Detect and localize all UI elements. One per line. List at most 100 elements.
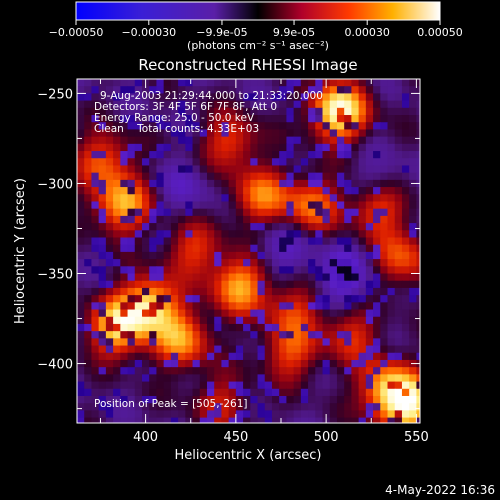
heatmap-cell [394, 201, 403, 210]
heatmap-cell [170, 367, 179, 375]
heatmap-cell [221, 323, 230, 332]
heatmap-cell [98, 129, 107, 138]
heatmap-cell [286, 410, 295, 419]
heatmap-cell [416, 208, 420, 217]
heatmap-cell [199, 237, 208, 246]
heatmap-cell [206, 251, 215, 260]
heatmap-cell [257, 381, 266, 390]
heatmap-cell [315, 208, 324, 217]
heatmap-cell [257, 388, 266, 397]
heatmap-cell [221, 151, 230, 159]
heatmap-cell [156, 352, 165, 361]
heatmap-cell [98, 151, 107, 159]
heatmap-cell [264, 259, 273, 267]
heatmap-cell [113, 237, 121, 246]
heatmap-cell [185, 172, 194, 181]
heatmap-cell [322, 359, 331, 368]
heatmap-cell [192, 331, 201, 339]
heatmap-cell [336, 93, 345, 102]
heatmap-cell [300, 323, 309, 332]
heatmap-cell [163, 345, 172, 354]
heatmap-cell [84, 187, 93, 195]
heatmap-cell [365, 165, 374, 174]
y-tick-label: −300 [37, 177, 73, 192]
heatmap-cell [373, 345, 381, 354]
heatmap-cell [120, 287, 129, 296]
heatmap-cell [113, 79, 121, 87]
heatmap-cell [178, 280, 186, 289]
heatmap-cell [214, 266, 223, 275]
heatmap-cell [300, 244, 309, 253]
heatmap-cell [228, 410, 237, 419]
heatmap-cell [286, 107, 295, 116]
heatmap-cell [199, 172, 208, 181]
heatmap-cell [315, 115, 324, 123]
heatmap-cell [120, 86, 129, 94]
heatmap-cell [192, 410, 201, 419]
heatmap-cell [170, 323, 179, 332]
heatmap-cell [105, 309, 114, 318]
heatmap-cell [401, 86, 410, 94]
heatmap-cell [243, 302, 251, 311]
heatmap-cell [127, 151, 136, 159]
heatmap-cell [286, 79, 295, 87]
heatmap-cell [156, 273, 165, 282]
heatmap-cell [409, 273, 417, 282]
heatmap-cell [77, 244, 85, 253]
heatmap-cell [235, 86, 244, 94]
heatmap-cell [329, 381, 338, 390]
heatmap-cell [134, 151, 143, 159]
heatmap-cell [394, 151, 403, 159]
heatmap-cell [293, 158, 302, 167]
heatmap-cell [424, 403, 432, 411]
heatmap-cell [365, 410, 374, 419]
heatmap-cell [308, 302, 316, 311]
heatmap-cell [279, 172, 288, 181]
heatmap-cell [264, 266, 273, 275]
heatmap-cell [156, 323, 165, 332]
heatmap-cell [113, 280, 121, 289]
heatmap-cell [322, 129, 331, 138]
heatmap-cell [365, 86, 374, 94]
heatmap-cell [315, 302, 324, 311]
heatmap-cell [373, 79, 381, 87]
heatmap-cell [300, 295, 309, 303]
heatmap-cell [120, 165, 129, 174]
heatmap-cell [178, 100, 186, 109]
heatmap-cell [250, 374, 259, 383]
heatmap-cell [344, 172, 352, 181]
heatmap-cell [156, 287, 165, 296]
heatmap-cell [336, 273, 345, 282]
heatmap-cell [344, 136, 352, 145]
heatmap-cell [365, 201, 374, 210]
heatmap-cell [170, 151, 179, 159]
heatmap-cell [286, 259, 295, 267]
heatmap-cell [163, 381, 172, 390]
heatmap-cell [221, 280, 230, 289]
heatmap-cell [271, 143, 280, 152]
heatmap-cell [214, 287, 223, 296]
heatmap-cell [170, 316, 179, 325]
heatmap-cell [199, 179, 208, 188]
heatmap-cell [91, 374, 100, 383]
heatmap-cell [192, 208, 201, 217]
heatmap-cell [170, 86, 179, 94]
heatmap-cell [113, 187, 121, 195]
heatmap-cell [286, 136, 295, 145]
heatmap-cell [149, 309, 158, 318]
heatmap-cell [387, 179, 396, 188]
heatmap-cell [134, 381, 143, 390]
heatmap-cell [127, 100, 136, 109]
heatmap-cell [221, 93, 230, 102]
heatmap-cell [365, 323, 374, 332]
heatmap-cell [120, 295, 129, 303]
heatmap-cell [380, 165, 389, 174]
heatmap-cell [336, 194, 345, 203]
heatmap-cell [424, 209, 432, 217]
heatmap-cell [322, 187, 331, 195]
heatmap-cell [322, 93, 331, 102]
heatmap-cell [315, 79, 324, 87]
heatmap-cell [98, 223, 107, 231]
heatmap-cell [185, 266, 194, 275]
heatmap-cell [271, 259, 280, 267]
